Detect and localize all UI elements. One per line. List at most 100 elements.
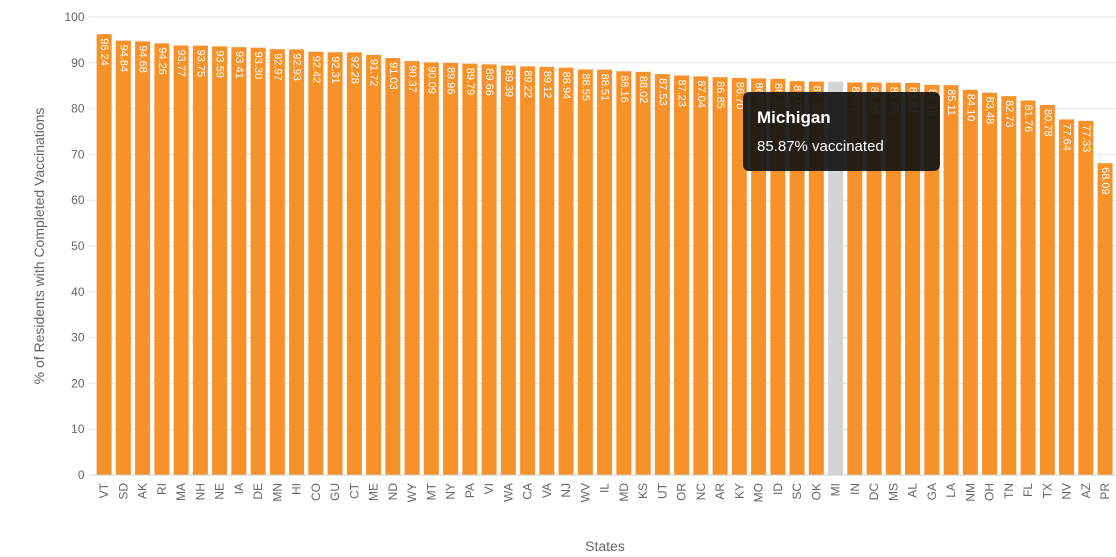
bar (1078, 120, 1094, 475)
value-label: 94.26 (156, 47, 168, 75)
y-tick-label: 40 (71, 285, 85, 299)
y-tick-label: 60 (71, 193, 85, 207)
bar (943, 85, 959, 475)
y-tick-label: 10 (71, 422, 85, 436)
value-label: 88.16 (618, 75, 630, 103)
x-tick-label: FL (1021, 483, 1035, 497)
x-tick-label: TX (1040, 483, 1054, 498)
x-tick-label: NJ (559, 483, 573, 498)
value-label: 81.76 (1022, 105, 1034, 133)
x-tick-label: CT (347, 482, 361, 499)
bar (443, 62, 459, 475)
x-tick-label: OR (675, 483, 689, 501)
value-label: 88.55 (579, 73, 591, 101)
bar (212, 46, 228, 476)
value-label: 96.24 (98, 38, 110, 66)
x-tick-label: MO (752, 483, 766, 502)
bar (1020, 100, 1036, 476)
y-tick-label: 30 (71, 331, 85, 345)
bar (866, 82, 882, 475)
bar (1001, 96, 1017, 475)
value-label: 87.53 (656, 78, 668, 106)
x-tick-label: HI (290, 483, 304, 495)
bar (905, 82, 921, 476)
bar (500, 65, 516, 475)
value-label: 85.11 (945, 89, 957, 116)
bar (385, 58, 401, 475)
value-label: 86.70 (733, 82, 745, 110)
value-label: 89.66 (483, 68, 495, 96)
value-label: 90.37 (406, 65, 418, 93)
x-tick-label: DC (867, 483, 881, 501)
x-tick-label: VI (482, 483, 496, 494)
value-label: 92.42 (310, 56, 322, 84)
bar (135, 41, 151, 475)
x-tick-label: NY (444, 483, 458, 500)
x-tick-label: VA (540, 483, 554, 498)
bar (308, 51, 324, 475)
value-label: 83.48 (984, 97, 996, 125)
value-label: 84.10 (964, 94, 976, 122)
bar (789, 81, 805, 476)
x-tick-label: CO (309, 483, 323, 501)
tooltip-box (743, 92, 940, 171)
bar (597, 69, 613, 475)
value-label: 90.09 (425, 66, 437, 94)
value-label: 77.33 (1080, 125, 1092, 153)
value-label: 88.51 (599, 74, 611, 102)
bar (770, 78, 786, 475)
bar (885, 82, 901, 476)
value-label: 93.77 (175, 50, 187, 78)
x-tick-label: NH (193, 483, 207, 500)
tooltip-text: 85.87% vaccinated (757, 138, 884, 155)
value-label: 89.39 (502, 70, 514, 98)
y-tick-label: 0 (78, 468, 85, 482)
x-tick-label: KY (732, 483, 746, 499)
tooltip-title: Michigan (757, 108, 831, 127)
x-tick-label: GA (925, 483, 939, 500)
value-label: 89.12 (541, 71, 553, 99)
x-tick-label: PR (1098, 483, 1112, 500)
value-label: 93.59 (214, 50, 226, 78)
bar (520, 66, 536, 475)
bar (616, 71, 632, 475)
x-tick-label: RI (155, 483, 169, 495)
value-label: 87.04 (695, 80, 707, 108)
bar (346, 52, 362, 475)
bar (481, 64, 497, 475)
x-tick-label: VT (97, 482, 111, 498)
bar (539, 66, 555, 476)
value-label: 77.64 (1061, 123, 1073, 151)
x-tick-label: UT (655, 482, 669, 499)
x-tick-label: NV (1060, 483, 1074, 500)
bar (558, 67, 574, 476)
value-label: 87.23 (676, 79, 688, 107)
bar (577, 69, 593, 475)
bar (173, 45, 189, 476)
bar (712, 77, 728, 476)
x-tick-label: WV (578, 483, 592, 502)
x-tick-label: AK (136, 483, 150, 499)
bar (423, 62, 439, 476)
value-label: 88.94 (560, 72, 572, 100)
value-label: 89.96 (445, 67, 457, 95)
tooltip: Michigan 85.87% vaccinated (743, 92, 940, 171)
bar (674, 75, 690, 475)
y-tick-label: 90 (71, 56, 85, 70)
bar (924, 84, 940, 475)
bar (154, 43, 170, 476)
x-tick-label: AZ (1079, 483, 1093, 498)
x-tick-label: WA (501, 483, 515, 502)
x-tick-label: TN (1002, 483, 1016, 499)
value-label: 92.97 (271, 53, 283, 81)
bar (250, 47, 266, 475)
x-tick-label: SC (790, 483, 804, 500)
y-tick-label: 70 (71, 147, 85, 161)
bar (1097, 163, 1113, 475)
x-tick-label: OK (809, 483, 823, 500)
y-tick-label: 100 (64, 10, 84, 24)
value-label: 92.31 (329, 56, 341, 84)
x-tick-label: MS (886, 483, 900, 501)
x-tick-label: MT (424, 482, 438, 500)
bar (654, 74, 670, 475)
